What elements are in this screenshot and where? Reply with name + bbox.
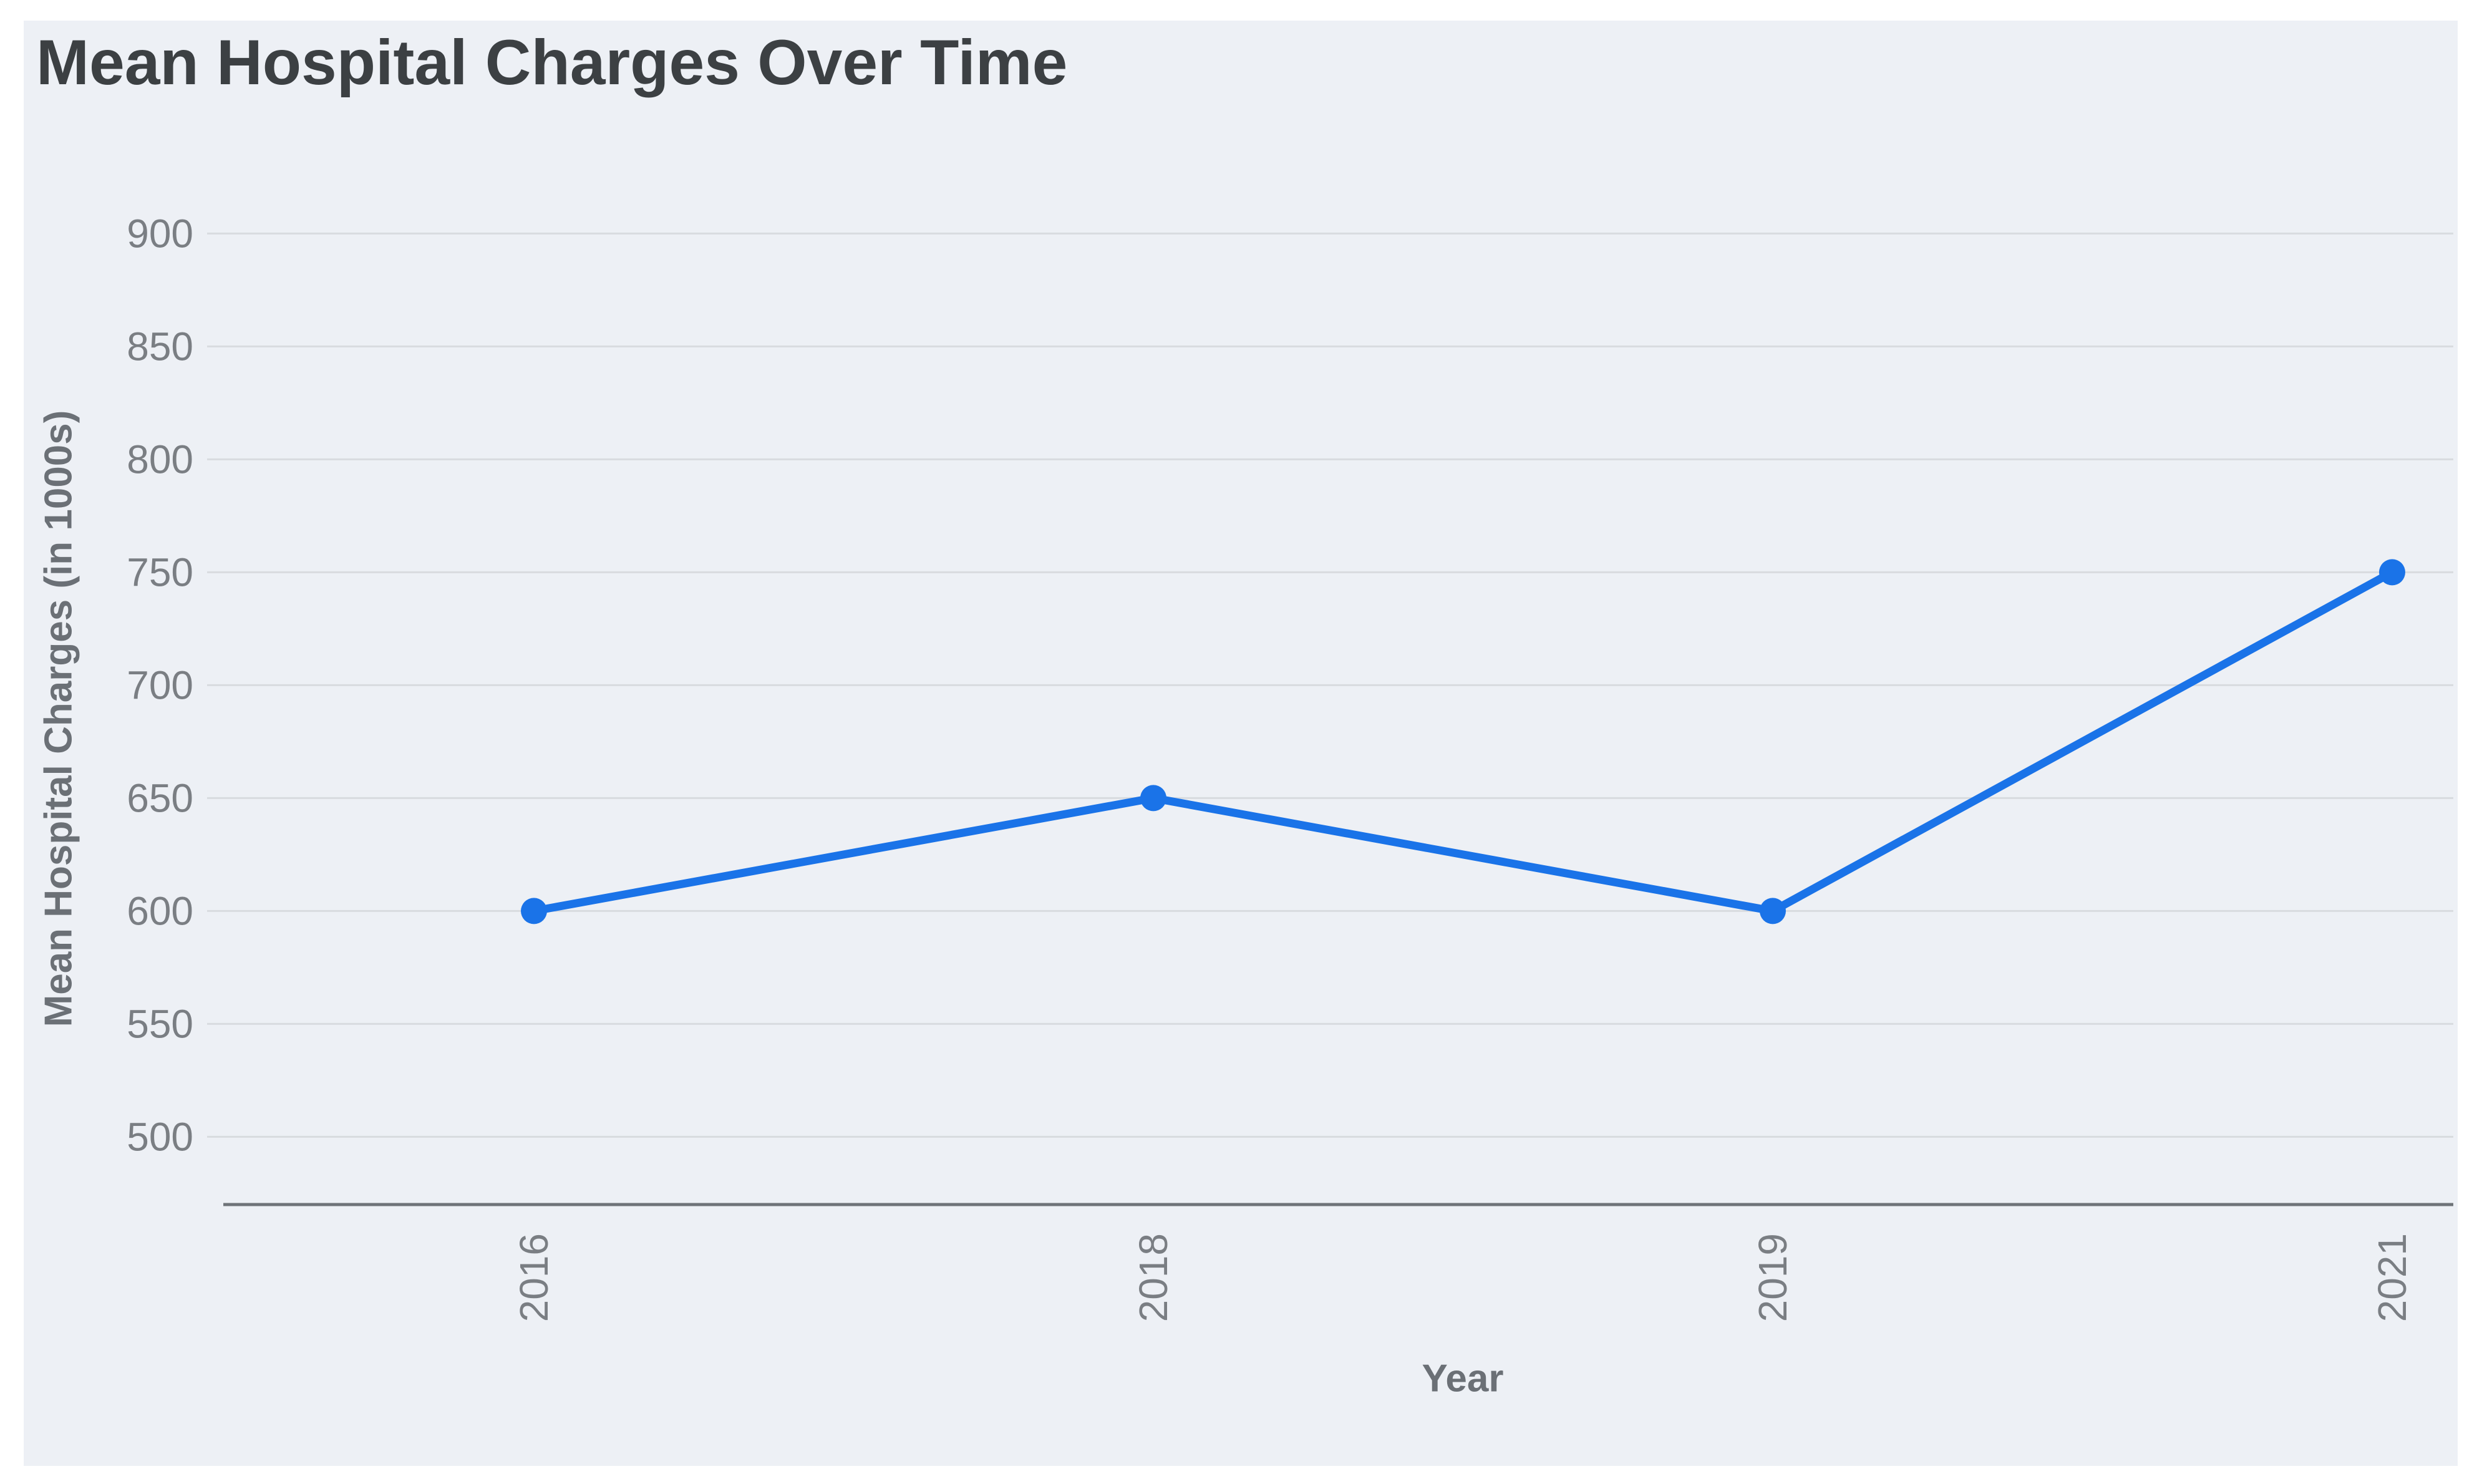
x-tick-label: 2021 xyxy=(2370,1233,2415,1322)
y-tick-label: 550 xyxy=(127,1001,193,1046)
y-tick-label: 900 xyxy=(127,211,193,256)
chart-panel xyxy=(24,21,2458,1466)
y-tick-label: 650 xyxy=(127,775,193,820)
trend-line xyxy=(530,568,2397,915)
y-tick-label: 700 xyxy=(127,662,193,707)
y-tick-label: 850 xyxy=(127,324,193,369)
x-tick-label: 2019 xyxy=(1750,1233,1795,1322)
data-point xyxy=(1140,785,1166,812)
chart-title: Mean Hospital Charges Over Time xyxy=(36,27,1068,98)
data-point xyxy=(521,898,547,924)
x-axis-title: Year xyxy=(1422,1357,1504,1400)
data-point xyxy=(2379,559,2405,586)
y-tick-label: 800 xyxy=(127,437,193,482)
x-tick-label: 2018 xyxy=(1131,1233,1176,1322)
y-tick-label: 750 xyxy=(127,550,193,594)
x-tick-label: 2016 xyxy=(511,1233,556,1322)
data-point xyxy=(1760,898,1786,924)
y-tick-label: 600 xyxy=(127,888,193,933)
y-tick-label: 500 xyxy=(127,1114,193,1159)
